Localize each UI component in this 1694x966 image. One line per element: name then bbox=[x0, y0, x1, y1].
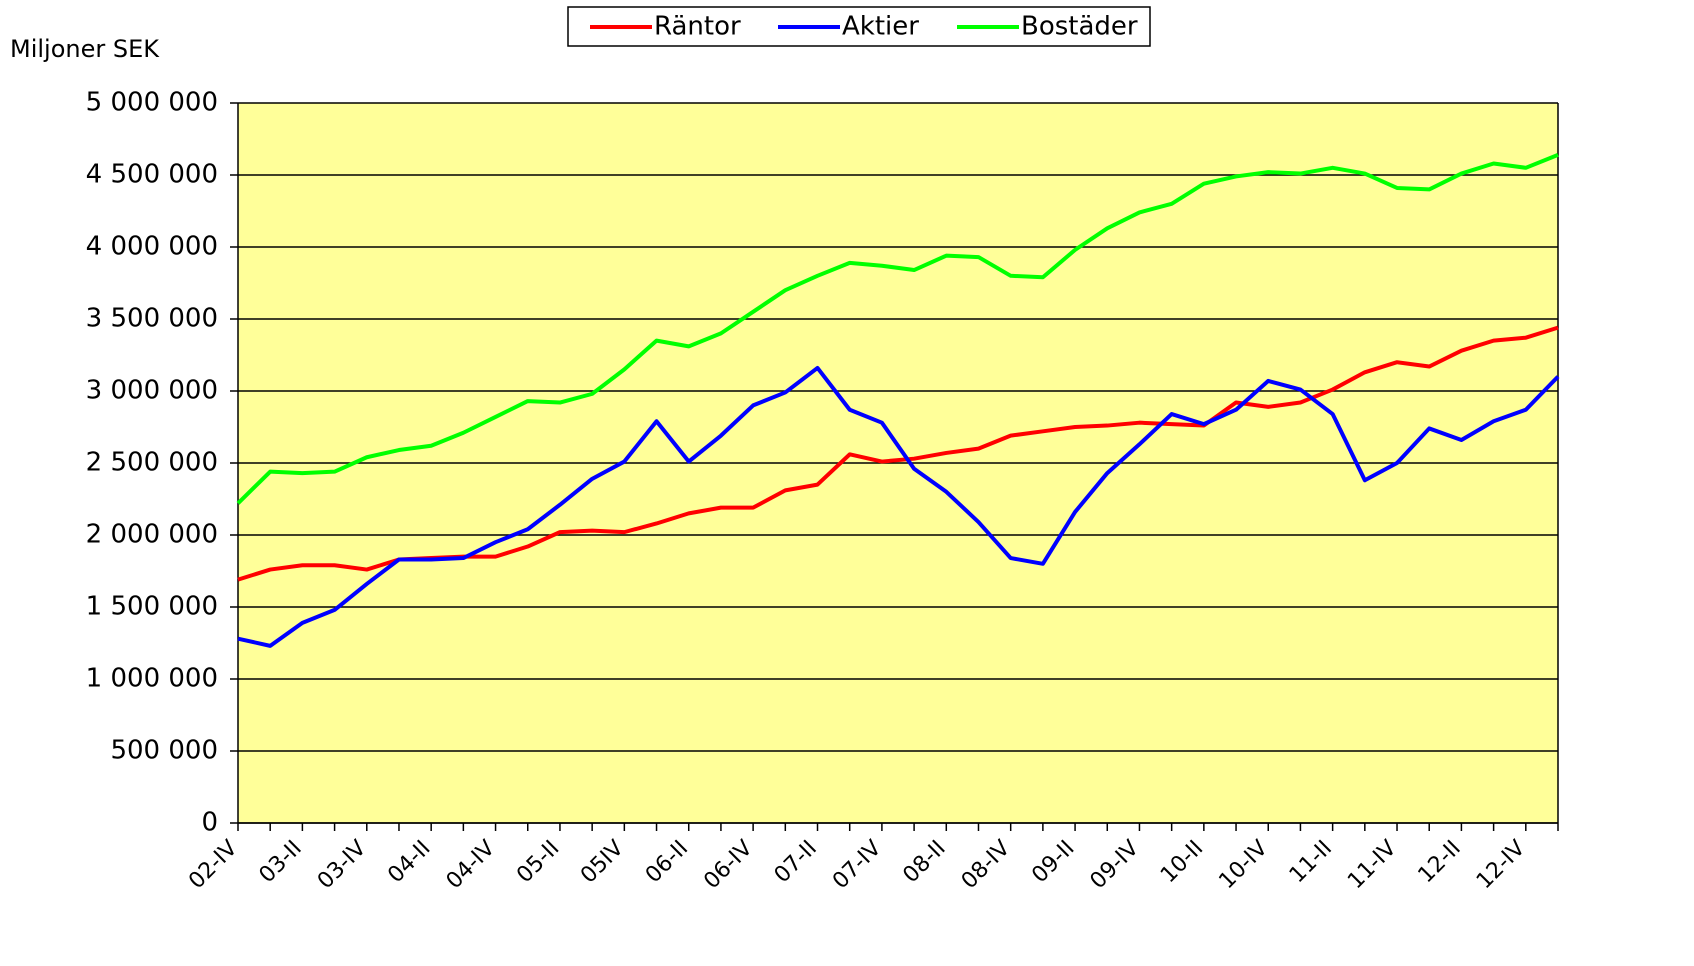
x-tick-label: 05-II bbox=[512, 836, 564, 888]
y-tick-label: 3 500 000 bbox=[86, 304, 218, 334]
y-tick-label: 1 500 000 bbox=[86, 592, 218, 622]
legend-label: Räntor bbox=[654, 12, 741, 42]
y-tick-label: 4 000 000 bbox=[86, 232, 218, 262]
y-tick-label: 1 000 000 bbox=[86, 664, 218, 694]
x-tick-label: 12-IV bbox=[1472, 836, 1530, 894]
x-tick-label: 07-IV bbox=[828, 836, 886, 894]
y-tick-label: 2 500 000 bbox=[86, 448, 218, 478]
y-tick-label: 5 000 000 bbox=[86, 88, 218, 118]
x-tick-label: 04-IV bbox=[442, 836, 500, 894]
x-tick-label: 05IV bbox=[576, 836, 629, 889]
line-series bbox=[236, 152, 1559, 505]
x-tick-label: 10-II bbox=[1156, 836, 1208, 888]
x-tick-label: 03-IV bbox=[313, 836, 371, 894]
x-tick-label: 10-IV bbox=[1214, 836, 1272, 894]
y-axis-label: Miljoner SEK bbox=[10, 35, 160, 63]
y-tick-label: 4 500 000 bbox=[86, 160, 218, 190]
y-tick-label: 2 000 000 bbox=[86, 520, 218, 550]
x-tick-label: 03-II bbox=[255, 836, 307, 888]
legend-label: Aktier bbox=[842, 12, 919, 42]
y-tick-label: 3 000 000 bbox=[86, 376, 218, 406]
x-tick-label: 08-II bbox=[899, 836, 951, 888]
x-tick-label: 06-II bbox=[641, 836, 693, 888]
line-series bbox=[237, 365, 1560, 648]
legend-box bbox=[567, 6, 1151, 47]
x-tick-label: 04-II bbox=[383, 836, 435, 888]
x-tick-label: 09-II bbox=[1027, 836, 1079, 888]
y-tick-label: 0 bbox=[201, 808, 218, 838]
x-tick-label: 11-II bbox=[1285, 836, 1337, 888]
x-tick-label: 11-IV bbox=[1343, 836, 1401, 894]
legend-label: Bostäder bbox=[1021, 12, 1138, 42]
x-tick-label: 06-IV bbox=[699, 836, 757, 894]
x-tick-label: 09-IV bbox=[1086, 836, 1144, 894]
y-tick-label: 500 000 bbox=[110, 736, 218, 766]
x-tick-label: 12-II bbox=[1414, 836, 1466, 888]
x-tick-label: 08-IV bbox=[957, 836, 1015, 894]
x-tick-label: 02-IV bbox=[184, 836, 242, 894]
x-tick-label: 07-II bbox=[770, 836, 822, 888]
